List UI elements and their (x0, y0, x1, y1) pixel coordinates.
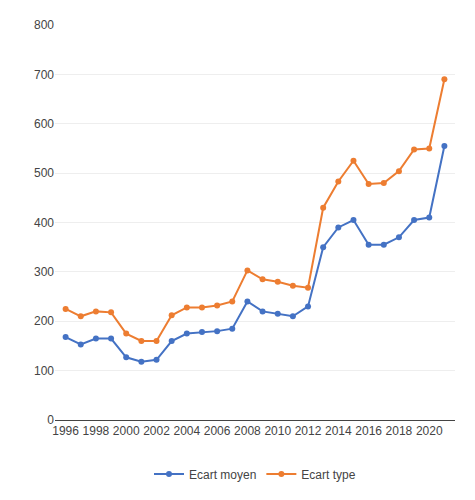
svg-text:800: 800 (34, 18, 54, 32)
svg-text:700: 700 (34, 68, 54, 82)
svg-text:1996: 1996 (52, 424, 79, 438)
svg-text:2002: 2002 (143, 424, 170, 438)
svg-text:2016: 2016 (355, 424, 382, 438)
svg-text:Ecart moyen: Ecart moyen (189, 468, 256, 482)
svg-text:2010: 2010 (264, 424, 291, 438)
svg-text:Ecart type: Ecart type (301, 468, 355, 482)
svg-text:300: 300 (34, 265, 54, 279)
svg-text:2008: 2008 (234, 424, 261, 438)
svg-text:500: 500 (34, 166, 54, 180)
svg-text:2018: 2018 (386, 424, 413, 438)
svg-text:2012: 2012 (295, 424, 322, 438)
svg-text:0: 0 (47, 413, 54, 427)
svg-text:2004: 2004 (173, 424, 200, 438)
svg-text:2000: 2000 (113, 424, 140, 438)
svg-text:400: 400 (34, 216, 54, 230)
svg-text:2006: 2006 (204, 424, 231, 438)
svg-text:1998: 1998 (83, 424, 110, 438)
svg-text:600: 600 (34, 117, 54, 131)
svg-text:2020: 2020 (416, 424, 443, 438)
svg-text:100: 100 (34, 364, 54, 378)
svg-text:200: 200 (34, 314, 54, 328)
svg-text:2014: 2014 (325, 424, 352, 438)
